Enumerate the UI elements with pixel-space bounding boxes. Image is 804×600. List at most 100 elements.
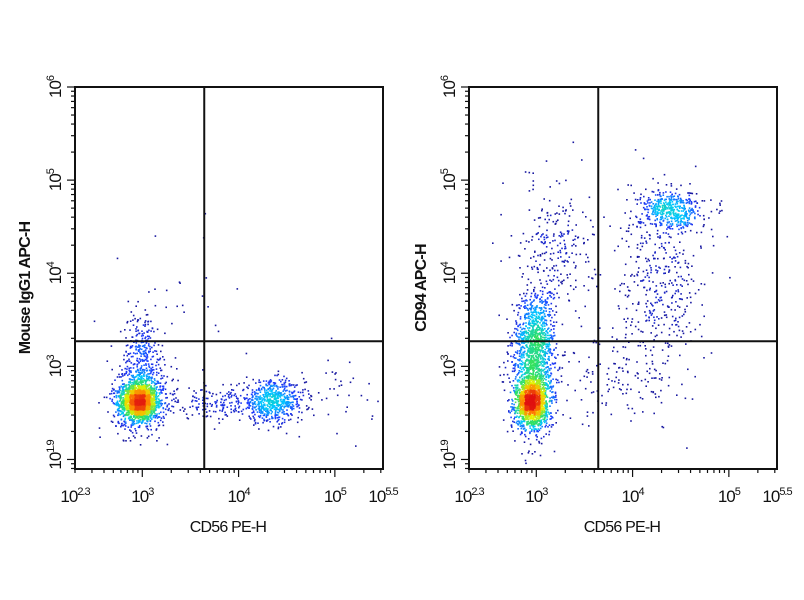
event-dot [268,411,270,414]
event-dot [545,420,547,422]
event-dot [638,391,640,393]
event-dot [690,203,693,205]
event-dot [152,411,155,413]
event-dot [599,327,601,329]
event-dot [694,205,697,207]
event-dot [612,350,614,352]
event-dot [138,408,140,411]
event-dot [687,283,689,286]
event-dot [530,292,533,295]
event-dot [259,400,262,403]
event-dot [657,202,660,204]
event-dot [153,378,156,380]
event-dot [194,400,197,402]
event-dot [652,391,654,394]
event-dot [647,258,650,261]
event-dot [267,412,270,415]
event-dot [148,388,151,391]
event-dot [137,413,139,415]
event-dot [546,211,549,214]
event-dot [156,396,159,398]
event-dot [262,394,265,396]
event-dot [540,307,543,309]
event-dot [611,336,614,338]
event-dot [143,355,146,357]
event-dot [522,428,525,430]
event-dot [665,265,668,268]
event-dot [688,222,691,224]
event-dot [279,399,282,401]
event-dot [691,207,693,210]
event-dot [255,382,257,384]
event-dot [131,345,134,347]
event-dot [157,372,160,374]
event-dot [508,410,510,412]
event-dot [658,395,660,398]
event-dot [635,260,638,263]
event-dot [551,402,553,404]
event-dot [122,391,124,394]
event-dot [277,395,279,398]
event-dot [520,431,523,433]
event-dot [126,400,129,402]
event-dot [498,366,501,368]
event-dot [612,327,614,329]
event-dot [535,233,538,236]
event-dot [650,332,652,334]
event-dot [153,410,156,413]
event-dot [516,329,519,332]
event-dot [142,419,145,421]
event-dot [542,317,544,319]
event-dot [653,322,656,324]
event-dot [670,195,672,197]
event-dot [503,361,505,364]
event-dot [156,440,158,442]
event-dot [255,395,257,398]
event-dot [106,360,109,362]
event-dot [144,309,147,311]
event-dot [253,402,256,405]
event-dot [587,276,590,278]
event-dot [131,392,134,395]
event-dot [561,367,564,369]
event-dot [270,385,272,388]
event-dot [256,411,259,413]
event-dot [668,376,671,379]
event-dot [659,218,662,221]
event-dot [526,284,529,286]
event-dot [147,391,149,394]
event-dot [146,437,149,439]
event-dot [673,198,675,200]
event-dot [539,427,542,430]
event-dot [520,305,522,307]
event-dot [569,205,572,207]
event-dot [652,281,654,283]
event-dot [685,224,687,227]
event-dot [161,403,163,405]
event-dot [544,315,547,318]
event-dot [651,207,654,210]
event-dot [144,336,147,338]
event-dot [131,396,134,398]
event-dot [659,235,661,237]
event-dot [129,394,132,396]
event-dot [269,395,271,398]
event-dot [552,235,555,237]
event-dot [285,404,288,406]
event-dot [272,401,274,404]
event-dot [137,300,139,303]
event-dot [146,377,148,380]
event-dot [135,330,137,332]
event-dot [719,202,721,205]
event-dot [169,392,172,395]
event-dot [266,391,269,394]
event-dot [242,388,245,391]
event-dot [688,198,691,200]
event-dot [274,414,276,417]
event-dot [626,296,629,298]
event-dot [566,260,568,262]
event-dot [539,309,542,312]
event-dot [137,405,139,407]
event-dot [646,260,648,263]
event-dot [679,200,682,202]
